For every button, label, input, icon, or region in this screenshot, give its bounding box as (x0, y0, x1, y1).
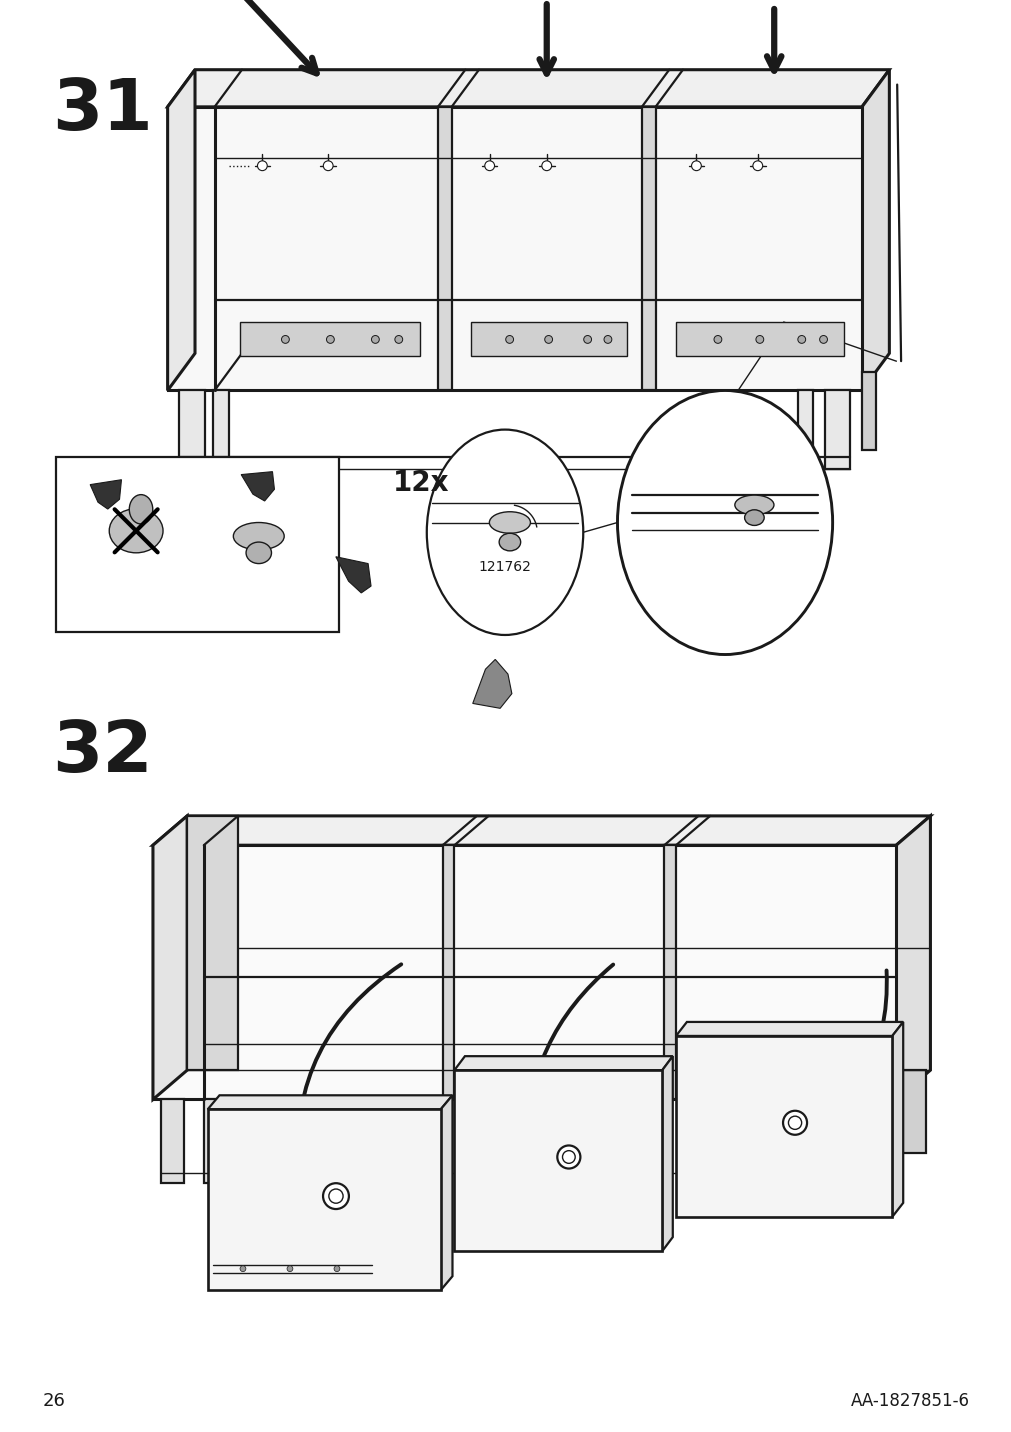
Polygon shape (641, 107, 655, 391)
Polygon shape (861, 70, 889, 391)
Polygon shape (203, 1100, 223, 1183)
Circle shape (240, 1266, 246, 1272)
Polygon shape (207, 1110, 441, 1290)
Polygon shape (824, 391, 849, 468)
Ellipse shape (498, 533, 520, 551)
Circle shape (371, 335, 379, 344)
Text: 121762: 121762 (478, 560, 531, 573)
Polygon shape (241, 471, 274, 501)
Ellipse shape (246, 543, 271, 564)
Circle shape (755, 335, 763, 344)
Text: AA-1827851-6: AA-1827851-6 (849, 1392, 969, 1411)
Polygon shape (438, 107, 451, 391)
Circle shape (819, 335, 827, 344)
Ellipse shape (734, 495, 773, 514)
Circle shape (257, 160, 267, 170)
Text: 26: 26 (42, 1392, 66, 1411)
Circle shape (752, 160, 762, 170)
Text: 31: 31 (53, 76, 153, 145)
Polygon shape (207, 1095, 452, 1110)
Circle shape (327, 335, 334, 344)
Circle shape (557, 1146, 580, 1169)
Polygon shape (179, 391, 204, 468)
Polygon shape (212, 391, 229, 468)
Polygon shape (472, 659, 512, 709)
Ellipse shape (234, 523, 284, 550)
Circle shape (544, 335, 552, 344)
Circle shape (541, 160, 551, 170)
Circle shape (783, 1111, 806, 1134)
Circle shape (714, 335, 721, 344)
Circle shape (506, 335, 513, 344)
Polygon shape (153, 816, 929, 845)
Text: 12x: 12x (392, 470, 449, 497)
Polygon shape (868, 1100, 891, 1183)
Circle shape (281, 335, 289, 344)
Ellipse shape (744, 510, 763, 526)
Text: 32: 32 (53, 717, 153, 788)
Circle shape (583, 335, 591, 344)
Circle shape (691, 160, 701, 170)
Polygon shape (454, 1070, 661, 1252)
Polygon shape (168, 107, 861, 391)
Polygon shape (90, 480, 121, 508)
Polygon shape (663, 845, 675, 1100)
Circle shape (484, 160, 494, 170)
Circle shape (562, 1151, 574, 1163)
Polygon shape (168, 70, 889, 107)
Polygon shape (896, 1070, 925, 1153)
Ellipse shape (489, 511, 530, 533)
Polygon shape (675, 322, 843, 357)
Ellipse shape (109, 508, 163, 553)
Polygon shape (168, 70, 195, 391)
Polygon shape (153, 816, 187, 1100)
Polygon shape (336, 557, 371, 593)
Polygon shape (161, 1100, 184, 1183)
Polygon shape (442, 845, 454, 1100)
Polygon shape (241, 322, 420, 357)
Ellipse shape (617, 391, 832, 654)
Polygon shape (861, 372, 875, 450)
Polygon shape (896, 816, 929, 1100)
Circle shape (323, 1183, 349, 1209)
Ellipse shape (427, 430, 582, 634)
Polygon shape (187, 816, 238, 1070)
Polygon shape (825, 1100, 844, 1183)
Polygon shape (675, 1035, 892, 1217)
Circle shape (797, 335, 805, 344)
Circle shape (334, 1266, 340, 1272)
Polygon shape (661, 1057, 672, 1252)
Ellipse shape (129, 494, 153, 524)
Circle shape (287, 1266, 292, 1272)
Polygon shape (675, 1022, 902, 1035)
Circle shape (329, 1189, 343, 1203)
Polygon shape (470, 322, 626, 357)
Circle shape (394, 335, 402, 344)
Polygon shape (892, 1022, 902, 1217)
Polygon shape (153, 845, 896, 1100)
Circle shape (323, 160, 333, 170)
Polygon shape (798, 391, 812, 468)
Polygon shape (441, 1095, 452, 1290)
Circle shape (604, 335, 612, 344)
Circle shape (788, 1116, 801, 1130)
Polygon shape (454, 1057, 672, 1070)
FancyBboxPatch shape (56, 457, 339, 632)
